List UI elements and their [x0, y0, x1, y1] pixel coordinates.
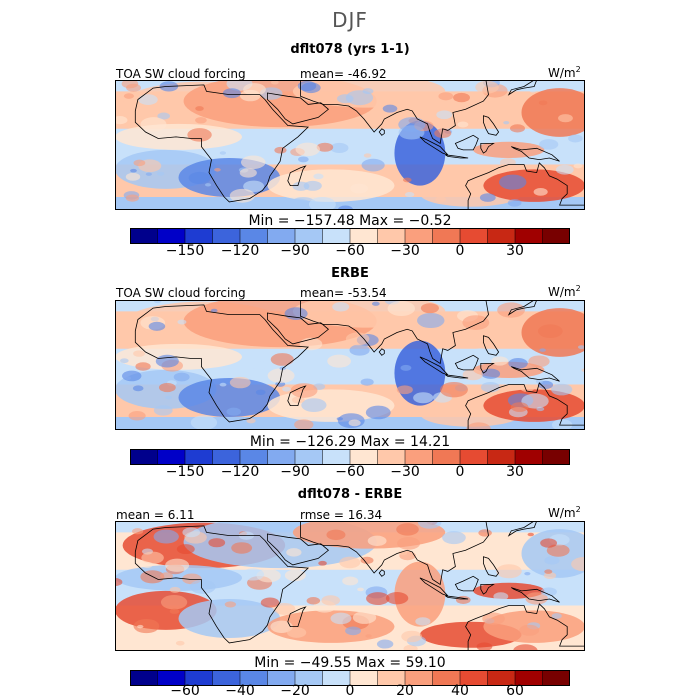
colorbar-swatch: [212, 449, 241, 465]
colorbar-swatch: [184, 228, 214, 244]
colorbar-swatch: [239, 449, 269, 465]
colorbar-tick-label: −40: [225, 683, 255, 699]
colorbar-tick-label: 30: [506, 464, 524, 480]
panel-3-map: [115, 521, 585, 651]
colorbar-swatch: [514, 228, 544, 244]
colorbar-swatch: [349, 228, 379, 244]
colorbar-swatch: [432, 228, 461, 244]
colorbar-tick-label: −120: [220, 243, 260, 259]
colorbar-swatch: [184, 449, 214, 465]
panel-2-mean-label: mean= -53.54: [300, 286, 387, 300]
colorbar-swatch: [130, 449, 159, 465]
panel-2-units: W/m2: [548, 284, 581, 299]
colorbar-tick-label: 0: [455, 243, 465, 259]
colorbar-swatch: [377, 228, 406, 244]
colorbar-tick-label: 0: [455, 464, 465, 480]
panel-2-minmax: Min = −126.29 Max = 14.21: [249, 434, 451, 450]
colorbar-swatch: [130, 228, 159, 244]
colorbar-swatch: [514, 449, 544, 465]
colorbar-swatch: [349, 449, 379, 465]
colorbar-swatch: [487, 228, 516, 244]
colorbar-swatch: [404, 228, 434, 244]
colorbar-tick-label: 30: [506, 243, 524, 259]
colorbar-swatch: [239, 228, 269, 244]
colorbar-swatch: [542, 670, 570, 686]
panel-2-title: ERBE: [331, 266, 369, 281]
colorbar-swatch: [267, 449, 296, 465]
colorbar-swatch: [157, 449, 186, 465]
panel-2-colorbar: [130, 449, 570, 465]
panel-1-variable-label: TOA SW cloud forcing: [116, 67, 246, 81]
panel-2-variable-label: TOA SW cloud forcing: [116, 286, 246, 300]
colorbar-tick-label: −20: [280, 683, 310, 699]
panel-1-map: [115, 80, 585, 210]
colorbar-tick-label: −30: [390, 243, 420, 259]
panel-1-mean-value: -46.92: [347, 67, 387, 81]
panel-3-units: W/m2: [548, 505, 581, 520]
colorbar-tick-label: −120: [220, 464, 260, 480]
colorbar-tick-label: −60: [335, 243, 365, 259]
colorbar-tick-label: 20: [396, 683, 414, 699]
panel-3-colorbar-ticks: −60 −40 −20 0 20 40 60: [0, 683, 700, 700]
panel-3-colorbar: [130, 670, 570, 686]
colorbar-swatch: [212, 228, 241, 244]
panel-1-title: dflt078 (yrs 1-1): [290, 42, 410, 57]
colorbar-tick-label: −150: [165, 243, 205, 259]
panel-1-units: W/m2: [548, 65, 581, 80]
panel-3-minmax: Min = −49.55 Max = 59.10: [254, 655, 446, 671]
panel-1-minmax: Min = −157.48 Max = −0.52: [248, 213, 452, 229]
panel-3-title: dflt078 - ERBE: [297, 487, 403, 502]
panel-3-rmse-value: 16.34: [347, 508, 383, 522]
panel-2-mean-value: -53.54: [347, 286, 387, 300]
colorbar-tick-label: 0: [345, 683, 355, 699]
colorbar-tick-label: −60: [335, 464, 365, 480]
colorbar-swatch: [432, 449, 461, 465]
colorbar-swatch: [487, 449, 516, 465]
panel-3-mean-value: 6.11: [167, 508, 195, 522]
panel-1-mean-label: mean= -46.92: [300, 67, 387, 81]
colorbar-tick-label: −30: [390, 464, 420, 480]
colorbar-tick-label: 60: [506, 683, 524, 699]
colorbar-swatch: [294, 449, 324, 465]
panel-2-colorbar-ticks: −150 −120 −90 −60 −30 0 30: [0, 464, 700, 484]
panel-1-colorbar: [130, 228, 570, 244]
panel-3-mean-label: mean = 6.11: [116, 508, 195, 522]
colorbar-swatch: [322, 228, 351, 244]
colorbar-swatch: [157, 228, 186, 244]
colorbar-swatch: [294, 228, 324, 244]
colorbar-tick-label: −90: [280, 243, 310, 259]
panel-3-rmse-label: rmse = 16.34: [300, 508, 383, 522]
colorbar-swatch: [459, 449, 489, 465]
colorbar-swatch: [542, 449, 570, 465]
colorbar-tick-label: −60: [170, 683, 200, 699]
colorbar-swatch: [322, 449, 351, 465]
colorbar-swatch: [267, 228, 296, 244]
colorbar-tick-label: −90: [280, 464, 310, 480]
colorbar-swatch: [404, 449, 434, 465]
panel-1-colorbar-ticks: −150 −120 −90 −60 −30 0 30: [0, 243, 700, 263]
colorbar-swatch: [459, 228, 489, 244]
colorbar-swatch: [377, 449, 406, 465]
colorbar-tick-label: −150: [165, 464, 205, 480]
panel-2-map: [115, 300, 585, 430]
colorbar-swatch: [542, 228, 570, 244]
figure-title: DJF: [332, 8, 368, 32]
colorbar-tick-label: 40: [451, 683, 469, 699]
